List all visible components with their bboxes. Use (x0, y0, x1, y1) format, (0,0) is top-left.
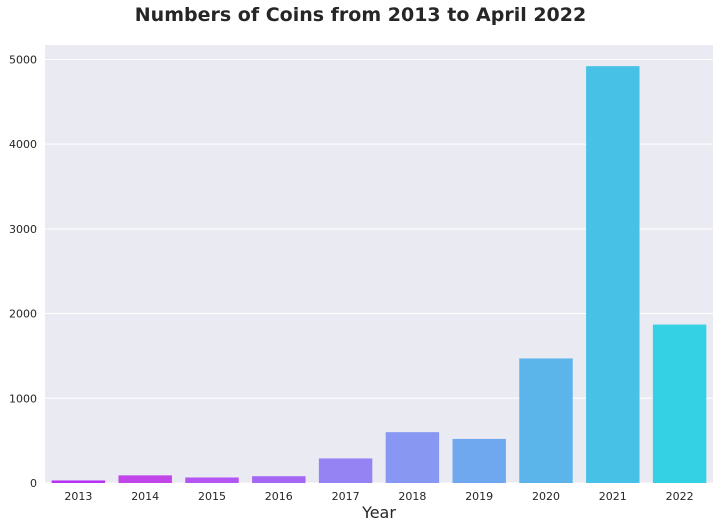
y-tick-label: 0 (30, 477, 37, 490)
bar-2015 (185, 477, 239, 483)
x-tick-label: 2019 (465, 490, 493, 503)
x-axis-ticks: 2013 2014 2015 2016 2017 2018 2019 2020 2021 2022 (64, 490, 693, 503)
x-tick-label: 2022 (666, 490, 694, 503)
y-axis-ticks: 0 1000 2000 3000 4000 5000 (9, 53, 37, 490)
bar-2019 (452, 438, 506, 483)
x-tick-label: 2021 (599, 490, 627, 503)
bar-2017 (318, 458, 373, 483)
x-tick-label: 2020 (532, 490, 560, 503)
bar-2021 (586, 66, 640, 484)
bar-2022 (652, 324, 707, 483)
bar-2020 (519, 358, 573, 483)
chart-title: Numbers of Coins from 2013 to April 2022 (134, 4, 587, 26)
bar-2016 (252, 476, 306, 483)
x-tick-label: 2013 (64, 490, 92, 503)
x-axis-label: Year (361, 503, 396, 522)
x-tick-label: 2015 (198, 490, 226, 503)
x-tick-label: 2018 (398, 490, 426, 503)
y-tick-label: 5000 (9, 53, 37, 66)
x-tick-label: 2014 (131, 490, 159, 503)
bars (51, 66, 707, 484)
y-tick-label: 2000 (9, 308, 37, 321)
bar-2018 (385, 432, 440, 483)
bar-2014 (118, 475, 172, 483)
y-tick-label: 4000 (9, 138, 37, 151)
y-tick-label: 1000 (9, 392, 37, 405)
x-tick-label: 2017 (332, 490, 360, 503)
x-tick-label: 2016 (265, 490, 293, 503)
bar-2013 (51, 480, 106, 483)
y-tick-label: 3000 (9, 223, 37, 236)
